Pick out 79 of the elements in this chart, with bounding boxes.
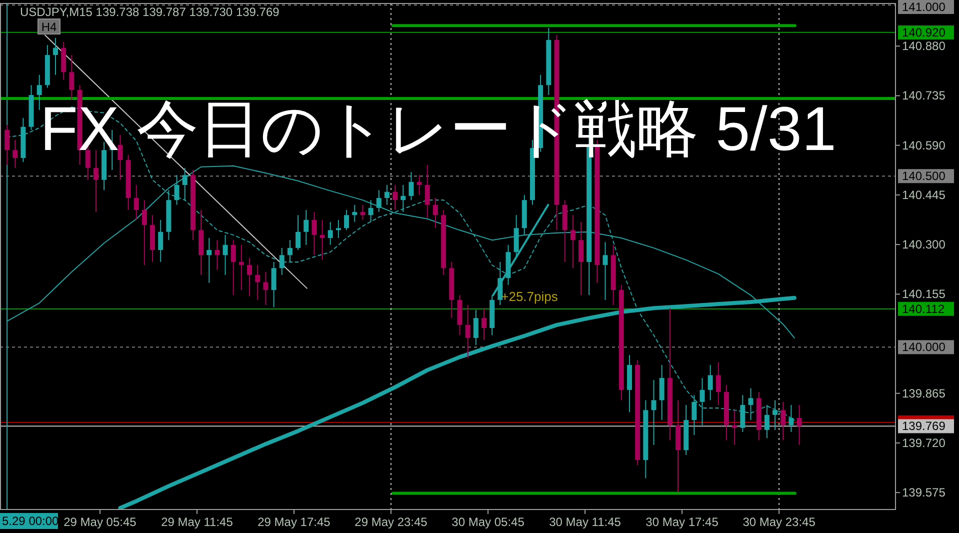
y-tick-label: 139.720 [902, 436, 946, 450]
x-tick-label: 29 May 23:45 [354, 515, 428, 529]
candlestick [328, 221, 333, 246]
y-tick-label: 139.865 [902, 386, 946, 400]
candlestick [238, 244, 244, 291]
candlestick [651, 380, 656, 446]
ref-line-label: 140.920 [902, 25, 946, 40]
x-tick-label: 30 May 11:45 [549, 515, 622, 529]
candlestick [304, 209, 309, 246]
candlestick [69, 54, 74, 100]
candlestick [424, 164, 430, 218]
ref-line-label: 140.500 [902, 169, 946, 184]
candlestick [416, 174, 422, 196]
x-tick-label: 30 May 17:45 [646, 515, 719, 529]
candlestick [4, 124, 10, 166]
x-tick-label: 29 May 11:45 [161, 515, 234, 529]
candlestick [473, 309, 478, 346]
candlestick [134, 184, 139, 220]
y-tick-label: 139.575 [902, 486, 946, 500]
candlestick [514, 214, 519, 258]
candlestick [287, 240, 292, 262]
candlestick [400, 184, 406, 213]
annotation: H4 [41, 20, 57, 34]
candlestick [780, 401, 786, 441]
candlestick [255, 264, 260, 300]
candlestick [732, 410, 738, 446]
candlestick [602, 242, 608, 300]
candlestick [296, 214, 301, 250]
candlestick [376, 190, 382, 213]
candlestick [263, 271, 268, 306]
candlestick [659, 364, 664, 421]
x-tick-label: 30 May 23:45 [742, 515, 816, 529]
candlestick [312, 212, 317, 256]
candlestick [142, 200, 147, 266]
candlestick [279, 247, 284, 276]
y-tick-label: 140.735 [902, 88, 946, 103]
candlestick [320, 219, 325, 260]
candlestick [481, 308, 486, 340]
candlestick [158, 219, 164, 262]
candlestick [578, 221, 584, 296]
annotation: USDJPY,M15 139.738 139.787 139.730 139.769 [20, 5, 280, 19]
candlestick [222, 234, 228, 276]
candlestick [408, 172, 414, 201]
ref-line-label: 140.000 [902, 340, 946, 354]
candlestick [368, 200, 374, 222]
candlestick [796, 404, 802, 446]
candlestick [36, 74, 42, 111]
x-tick-label: 30 May 05:45 [452, 515, 525, 529]
candlestick [214, 240, 220, 270]
candlestick [465, 304, 470, 359]
x-tick-label: 29 May 05:45 [64, 515, 137, 529]
x-tick-label: 29 May 17:45 [258, 515, 331, 529]
candlestick [716, 362, 721, 406]
ref-line-label: 140.112 [902, 302, 945, 316]
candlestick [352, 204, 358, 222]
ref-line-label: 5.29 00:00 [2, 514, 60, 528]
y-tick-label: 140.300 [902, 238, 946, 252]
candlestick [432, 198, 438, 229]
candlestick [384, 184, 390, 206]
candlestick [392, 184, 398, 210]
candlestick [12, 139, 18, 168]
candlestick [174, 174, 180, 206]
candlestick [206, 238, 212, 284]
candlestick [336, 219, 341, 239]
candlestick [93, 150, 98, 213]
candlestick [570, 214, 576, 269]
candlestick [708, 364, 713, 401]
ref-line-label: 141.000 [902, 0, 946, 14]
ref-line-label: 139.769 [902, 419, 946, 434]
candlestick [360, 204, 366, 220]
candlestick [230, 240, 236, 296]
y-tick-label: 140.590 [902, 138, 946, 152]
candlestick [344, 209, 350, 231]
y-tick-label: 140.445 [902, 188, 946, 202]
candlestick [247, 257, 252, 297]
candlestick [53, 37, 58, 76]
y-tick-label: 140.880 [902, 39, 946, 54]
y-tick-label: 140.155 [902, 287, 946, 302]
candlestick [271, 261, 276, 308]
